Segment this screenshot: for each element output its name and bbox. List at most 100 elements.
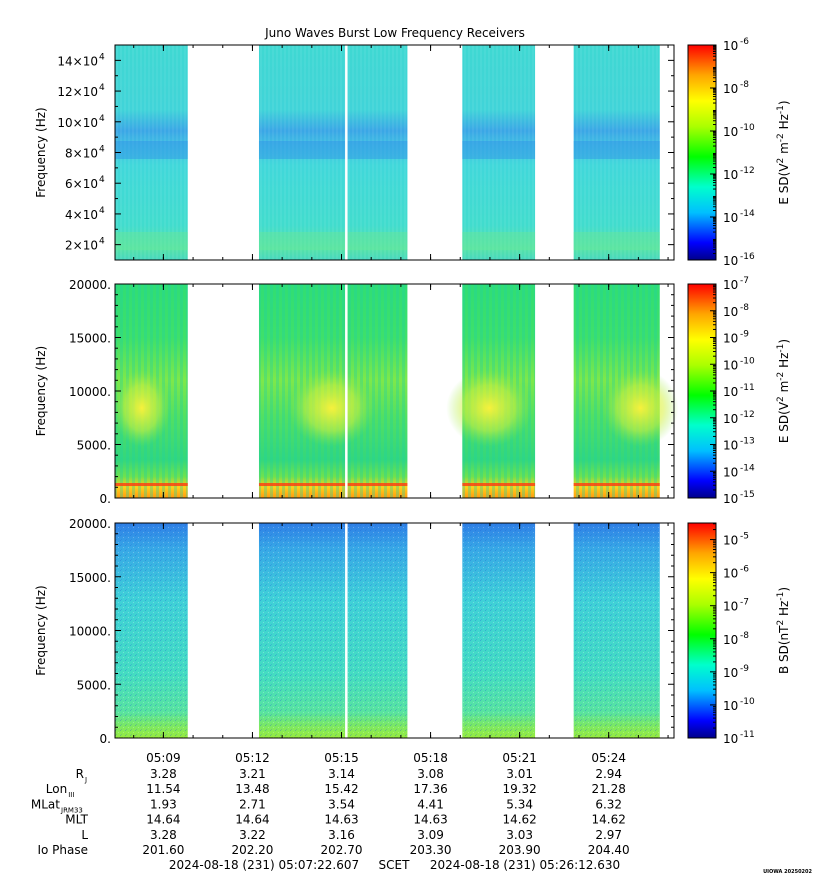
y-tick-label: 2×10 xyxy=(65,239,98,253)
ephemeris-value: 204.40 xyxy=(588,843,630,857)
ephemeris-value: 3.01 xyxy=(506,767,533,781)
ephemeris-value: 1.93 xyxy=(150,797,177,811)
spectrogram-panel-2: 0. 5000. 10000. 15000. 20000. Frequency (Hz) 1… xyxy=(34,276,791,506)
ephemeris-value: 3.28 xyxy=(150,828,177,842)
ephemeris-value: 21.28 xyxy=(592,782,626,796)
y-axis-label: Frequency (Hz) xyxy=(34,107,48,198)
emission-patch xyxy=(446,369,532,447)
time-tick-label: 05:09 xyxy=(146,751,181,765)
ephemeris-value: 3.16 xyxy=(328,828,355,842)
emission-patch xyxy=(602,369,679,447)
colorbar-tick-label: 10 xyxy=(723,278,738,292)
colorbar-tick-label: 10 xyxy=(723,211,738,225)
colorbar-tick-label: 10 xyxy=(723,567,738,581)
colorbar-tick-label: 10 xyxy=(723,732,738,746)
time-tick-label: 05:18 xyxy=(413,751,448,765)
colorbar-tick-exponent: -7 xyxy=(740,598,749,608)
colorbar-tick-label: 10 xyxy=(723,82,738,96)
data-segment-texture xyxy=(258,45,408,260)
ephemeris-value: 11.54 xyxy=(146,782,180,796)
y-tick-label-exponent: 4 xyxy=(99,83,105,93)
ephemeris-value: 3.14 xyxy=(328,767,355,781)
ephemeris-label-subscript: JRM33 xyxy=(60,806,83,814)
data-gap-line xyxy=(345,284,348,498)
y-tick-label: 15000. xyxy=(69,332,111,346)
y-axis-label: Frequency (Hz) xyxy=(34,585,48,676)
colorbar-scale xyxy=(687,44,717,261)
low-frequency-enhancement xyxy=(115,232,188,250)
credit-text: UIOWA 20250202 xyxy=(763,869,812,875)
ephemeris-value: 2.71 xyxy=(239,797,266,811)
harmonic-line xyxy=(573,483,660,486)
colorbar-tick-exponent: -9 xyxy=(740,664,749,674)
time-tick-label: 05:15 xyxy=(324,751,359,765)
low-frequency-enhancement xyxy=(258,232,408,250)
y-tick-label: 0. xyxy=(100,492,111,506)
colorbar-tick-label: 10 xyxy=(723,39,738,53)
ephemeris-value: 201.60 xyxy=(142,843,184,857)
colorbar-tick-label: 10 xyxy=(723,699,738,713)
ephemeris-label-subscript: J xyxy=(84,776,87,784)
colorbar-scale xyxy=(687,522,717,739)
ephemeris-value: 3.21 xyxy=(239,767,266,781)
colorbar-tick-label: 10 xyxy=(723,439,738,453)
colorbar-label: E SD(V2 m-2 Hz-1) xyxy=(776,100,791,204)
data-segment-texture xyxy=(573,45,660,260)
y-tick-label: 6×10 xyxy=(65,177,98,191)
data-segment-texture xyxy=(462,523,536,738)
colorbar-tick-exponent: -16 xyxy=(740,252,755,262)
ephemeris-value: 3.22 xyxy=(239,828,266,842)
ephemeris-value: 203.90 xyxy=(499,843,541,857)
data-segment-texture xyxy=(258,523,408,738)
emission-band xyxy=(573,141,660,159)
data-segment-texture xyxy=(462,45,536,260)
emission-band xyxy=(462,141,536,159)
ephemeris-value: 14.64 xyxy=(235,813,269,827)
ephemeris-value: 17.36 xyxy=(413,782,447,796)
colorbar-label: E SD(V2 m-2 Hz-1) xyxy=(776,339,791,443)
ephemeris-value: 14.62 xyxy=(502,813,536,827)
ephemeris-label-subscript: III xyxy=(68,791,74,799)
y-tick-label-exponent: 4 xyxy=(99,114,105,124)
y-tick-label-exponent: 4 xyxy=(99,237,105,247)
colorbar-tick-exponent: -7 xyxy=(740,276,749,286)
ephemeris-value: 6.32 xyxy=(595,797,622,811)
colorbar-tick-exponent: -13 xyxy=(740,437,755,447)
ephemeris-value: 3.03 xyxy=(506,828,533,842)
y-tick-label: 10000. xyxy=(69,385,111,399)
ephemeris-value: 15.42 xyxy=(324,782,358,796)
y-axis-label: Frequency (Hz) xyxy=(34,346,48,437)
colorbar-tick-label: 10 xyxy=(723,492,738,506)
colorbar-tick-label: 10 xyxy=(723,465,738,479)
colorbar-tick-label: 10 xyxy=(723,600,738,614)
y-tick-label: 5000. xyxy=(77,678,111,692)
emission-patch xyxy=(288,369,375,447)
data-segment-texture xyxy=(115,523,188,738)
y-tick-label-exponent: 4 xyxy=(99,52,105,62)
colorbar-label: B SD(nT2 Hz-1) xyxy=(776,587,791,674)
ephemeris-value: 13.48 xyxy=(235,782,269,796)
colorbar-tick-exponent: -8 xyxy=(740,303,749,313)
y-tick-label-exponent: 4 xyxy=(99,175,105,185)
spectrogram-panel-3: 0. 5000. 10000. 15000. 20000. Frequency (Hz) 1… xyxy=(34,517,791,746)
footer-scet: SCET xyxy=(379,858,411,872)
data-gap-line xyxy=(345,45,348,260)
ephemeris-value: 3.08 xyxy=(417,767,444,781)
ephemeris-value: 19.32 xyxy=(502,782,536,796)
colorbar-tick-exponent: -14 xyxy=(740,209,755,219)
ephemeris-value: 2.94 xyxy=(595,767,622,781)
colorbar-tick-exponent: -15 xyxy=(740,490,755,500)
ephemeris-value: 14.64 xyxy=(146,813,180,827)
ephemeris-value: 4.41 xyxy=(417,797,444,811)
time-tick-label: 05:12 xyxy=(235,751,270,765)
y-tick-label: 5000. xyxy=(77,439,111,453)
ephemeris-value: 14.63 xyxy=(413,813,447,827)
ephemeris-label: MLat xyxy=(31,797,60,811)
ephemeris-label: Lon xyxy=(46,782,67,796)
colorbar-tick-exponent: -11 xyxy=(740,730,755,740)
colorbar-tick-exponent: -10 xyxy=(740,356,755,366)
ephemeris-label: Io Phase xyxy=(37,843,88,857)
colorbar-tick-label: 10 xyxy=(723,412,738,426)
